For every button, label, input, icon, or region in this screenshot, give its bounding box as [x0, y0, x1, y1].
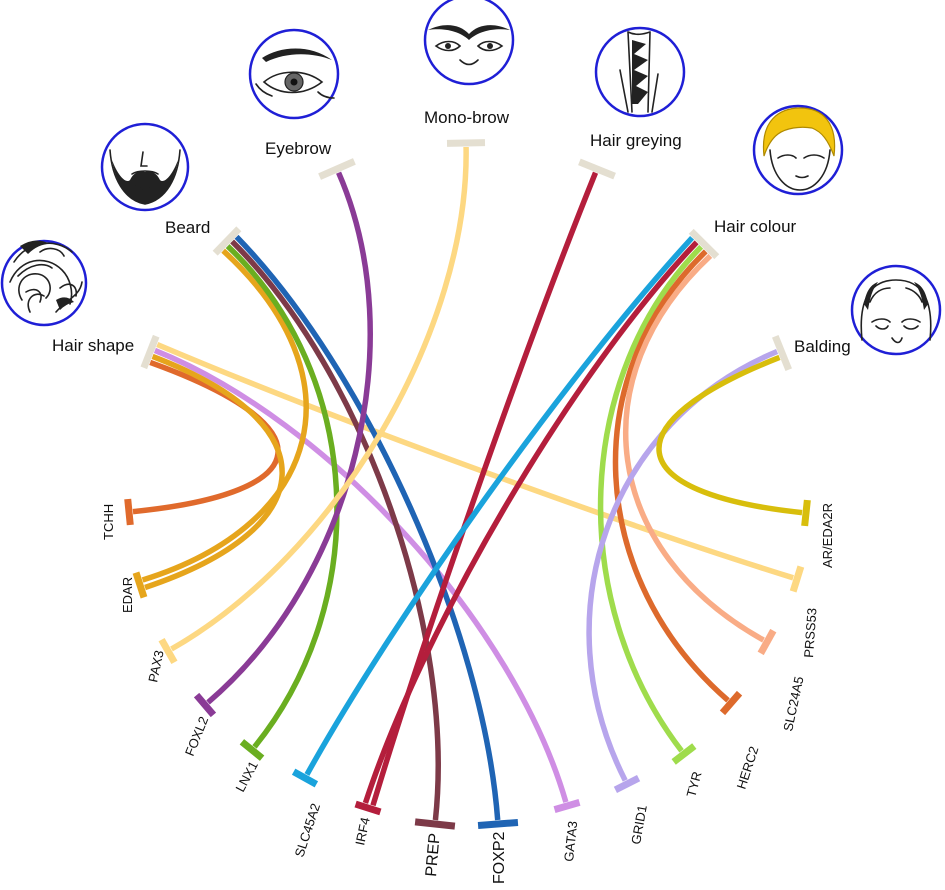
gene-label-slc45a2: SLC45A2	[292, 801, 323, 859]
gene-label-irf4: IRF4	[352, 816, 373, 847]
trait-bar-hair-colour	[688, 228, 720, 260]
gene-bar-ar-eda2r	[801, 499, 811, 527]
link-beard-edar	[141, 248, 309, 583]
gene-bar-tyr	[671, 743, 697, 765]
gene-bar-slc24a5	[757, 628, 777, 656]
links-layer	[132, 146, 803, 821]
trait-label-beard: Beard	[165, 218, 210, 237]
gene-label-prss53: PRSS53	[801, 607, 819, 658]
gene-label-lnx1: LNX1	[232, 759, 261, 795]
link-beard-lnx1	[225, 244, 340, 749]
gene-label-prep: PREP	[423, 832, 444, 877]
trait-label-hair-greying: Hair greying	[590, 131, 682, 150]
gene-bar-slc45a2	[291, 768, 319, 788]
link-hair-shape-gata3	[153, 347, 569, 803]
gene-label-grid1: GRID1	[628, 804, 650, 846]
gene-bar-pax3	[158, 637, 178, 665]
grey-hair-icon	[594, 26, 686, 118]
link-hair-colour-irf4	[362, 240, 699, 804]
gene-label-tchh: TCHH	[101, 504, 116, 540]
gene-label-foxp2: FOXP2	[491, 831, 508, 884]
gene-label-ar-eda2r: AR/EDA2R	[820, 503, 835, 568]
trait-bar-eyebrow	[318, 158, 356, 180]
gene-bar-prep	[414, 818, 456, 830]
trait-bar-balding	[772, 334, 792, 372]
gene-bar-gata3	[553, 799, 581, 813]
trait-label-hair-shape: Hair shape	[52, 336, 134, 355]
trait-label-mono-brow: Mono-brow	[424, 108, 510, 127]
trait-bar-hair-shape	[140, 334, 160, 370]
gene-label-foxl2: FOXL2	[182, 714, 211, 758]
gene-label-pax3: PAX3	[145, 649, 166, 684]
beard-icon	[100, 122, 190, 212]
gene-label-edar: EDAR	[120, 577, 135, 613]
link-beard-prep	[230, 239, 441, 821]
link-hair-shape-prss53	[156, 341, 794, 581]
link-mono-brow-pax3	[170, 146, 469, 652]
trait-bar-hair-greying	[578, 158, 616, 180]
link-eyebrow-foxl2	[206, 171, 373, 705]
trait-label-eyebrow: Eyebrow	[265, 139, 332, 158]
link-hair-greying-irf4	[370, 171, 599, 807]
trait-label-hair-colour: Hair colour	[714, 217, 797, 236]
gene-label-herc2: HERC2	[734, 744, 762, 791]
link-hair-colour-tyr	[597, 244, 704, 753]
gene-bar-prss53	[789, 565, 805, 593]
gene-bar-foxp2	[477, 819, 519, 829]
gene-label-slc24a5: SLC24A5	[780, 675, 806, 733]
gene-bar-edar	[132, 571, 148, 599]
eyebrow-icon	[248, 28, 340, 120]
blond-hair-icon	[752, 104, 844, 196]
gene-label-tyr: TYR	[683, 770, 704, 799]
link-beard-foxp2	[234, 234, 501, 821]
balding-head-icon	[850, 264, 942, 356]
gene-bar-lnx1	[239, 739, 265, 761]
gene-bar-grid1	[613, 775, 641, 793]
trait-bar-mono-brow	[446, 139, 486, 147]
link-hair-colour-herc2	[612, 249, 730, 703]
bars-layer	[124, 139, 811, 830]
mono-brow-icon	[423, 0, 515, 86]
gene-bar-foxl2	[193, 692, 217, 718]
gene-label-gata3: GATA3	[561, 820, 580, 862]
gene-bar-irf4	[354, 800, 382, 816]
trait-label-balding: Balding	[794, 337, 851, 356]
gene-bar-herc2	[719, 690, 743, 716]
gene-bar-tchh	[124, 498, 134, 526]
trait-bar-beard	[212, 226, 242, 256]
curly-hair-icon	[0, 239, 88, 327]
link-hair-shape-edar	[144, 353, 285, 591]
link-balding-ar-eda2r	[656, 354, 803, 516]
link-hair-colour-slc45a2	[304, 235, 695, 776]
link-hair-colour-slc24a5	[623, 253, 765, 643]
